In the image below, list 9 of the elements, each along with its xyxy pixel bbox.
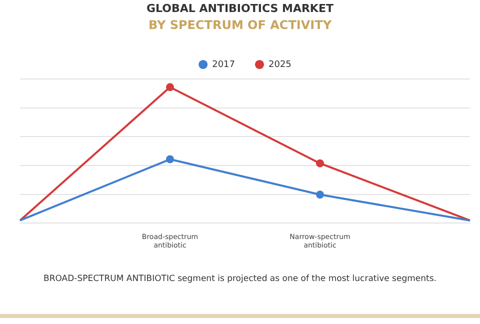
chart-subtitle: BY SPECTRUM OF ACTIVITY — [147, 18, 333, 32]
legend-label: 2017 — [212, 60, 235, 70]
point — [166, 155, 174, 164]
text: BROAD-SPECTRUM ANTIBIOTIC segment is projected as one of the most lucrative segments. — [42, 274, 438, 284]
point — [316, 159, 324, 168]
legend-label: 2025 — [268, 60, 292, 70]
point — [316, 190, 324, 199]
chart-title: GLOBAL ANTIBIOTICS MARKET — [146, 1, 334, 15]
point — [166, 83, 174, 92]
